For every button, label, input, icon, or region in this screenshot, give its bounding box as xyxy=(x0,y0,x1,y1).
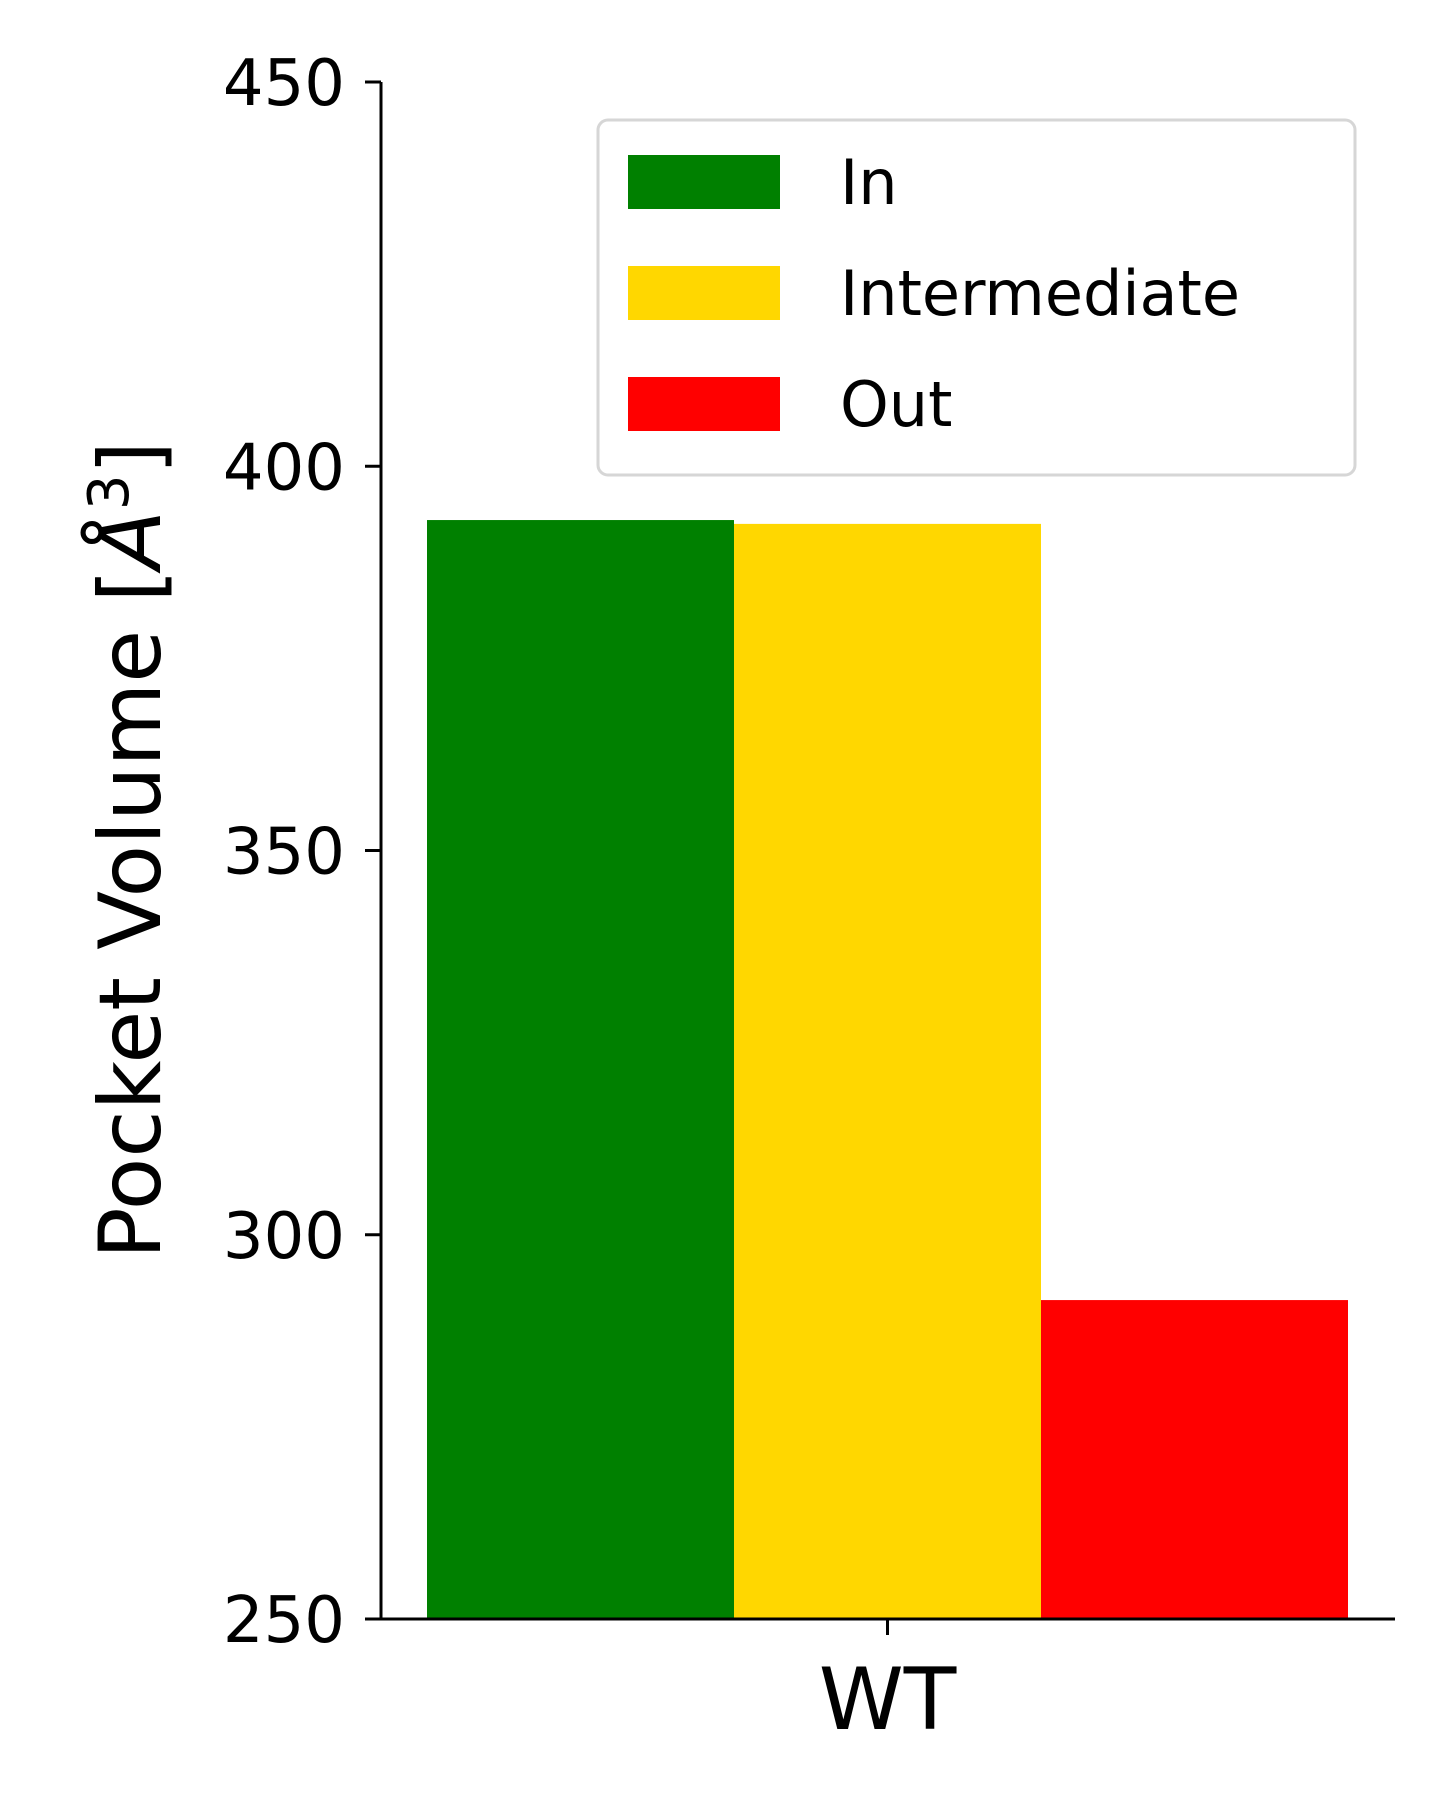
x-tick-label: WT xyxy=(819,1650,957,1750)
legend: In Intermediate Out xyxy=(596,118,1357,477)
bar-in xyxy=(427,520,734,1620)
y-tick-label: 300 xyxy=(223,1200,345,1274)
legend-items: In Intermediate Out xyxy=(628,146,1240,441)
y-axis-title-main: Pocket Volume [ xyxy=(81,569,181,1259)
legend-label-intermediate: Intermediate xyxy=(840,257,1240,330)
y-tick-label: 400 xyxy=(223,431,345,505)
bar-out xyxy=(1041,1300,1348,1619)
bars-group xyxy=(427,520,1348,1620)
y-axis-title-symbol: Å xyxy=(80,510,181,574)
y-tick-label: 350 xyxy=(223,816,345,890)
legend-label-out: Out xyxy=(840,368,952,441)
y-ticks: 250 300 350 400 450 xyxy=(223,47,381,1658)
legend-label-in: In xyxy=(840,146,898,219)
x-ticks: WT xyxy=(819,1619,957,1750)
legend-swatch-in xyxy=(628,155,780,209)
y-axis-title-exponent: 3 xyxy=(77,474,142,510)
legend-swatch-intermediate xyxy=(628,266,780,320)
legend-frame xyxy=(596,118,1357,477)
y-axis-title: Pocket Volume [Å3] xyxy=(77,441,182,1259)
y-axis-title-close: ] xyxy=(81,441,181,475)
bar-intermediate xyxy=(734,523,1041,1620)
legend-swatch-out xyxy=(628,377,780,431)
y-tick-label: 450 xyxy=(223,47,345,121)
y-tick-label: 250 xyxy=(223,1584,345,1658)
